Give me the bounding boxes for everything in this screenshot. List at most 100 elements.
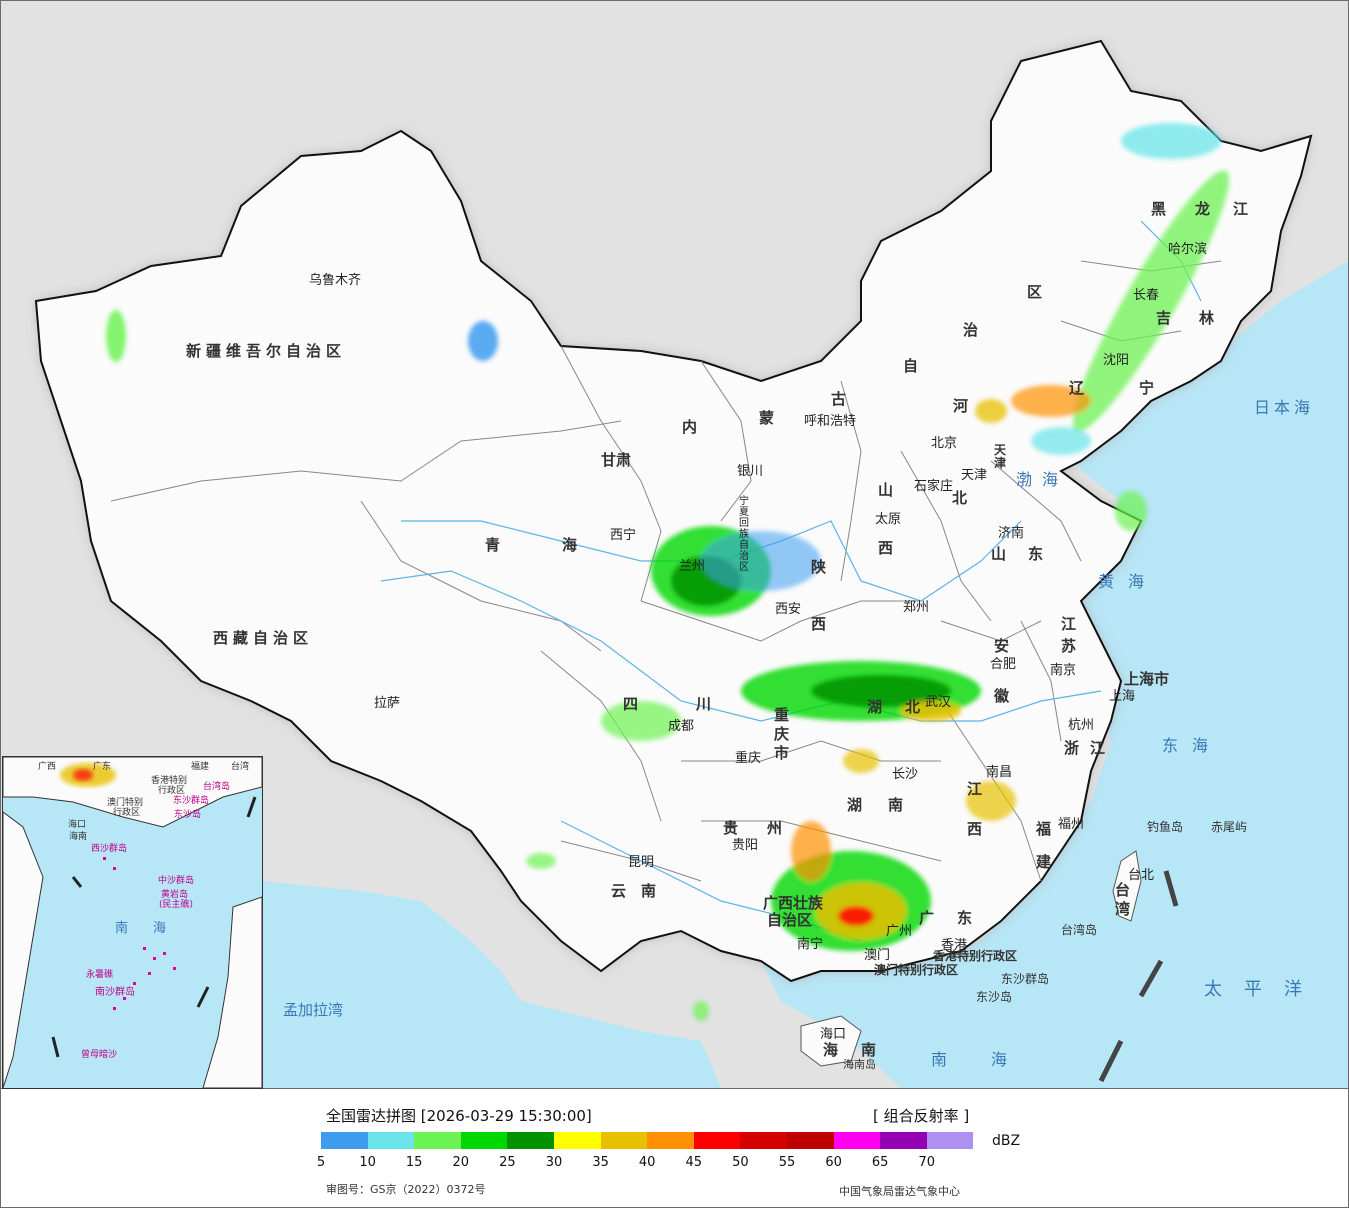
inset-label-hk1: 香港特别 (151, 776, 188, 786)
label-su: 苏 (1061, 637, 1077, 655)
echo-xinjiang-east (468, 321, 498, 361)
city-shijiazhuang: 石家庄 (914, 479, 954, 494)
island-chiwei: 赤尾屿 (1211, 820, 1248, 834)
sea-bay-of-bengal (261, 881, 721, 1088)
city-lhasa: 拉萨 (374, 696, 401, 711)
label-jiang-js: 江 (1061, 615, 1077, 633)
city-zhengzhou: 郑州 (903, 600, 930, 615)
city-taiyuan: 太原 (875, 512, 902, 527)
city-taipei: 台北 (1128, 868, 1155, 883)
inset-label-mo1: 澳门特别 (107, 798, 144, 808)
color-scale-tick: 20 (452, 1155, 470, 1170)
echo-sichuan (601, 701, 681, 741)
nine-dash-segment (1163, 870, 1179, 907)
island-taiwan: 台湾岛 (1061, 923, 1098, 937)
legend-title: 全国雷达拼图 [2026-03-29 15:30:00] (326, 1107, 592, 1125)
city-changsha: 长沙 (892, 767, 919, 782)
label-xi-sx: 西 (878, 539, 894, 557)
color-swatch (786, 1132, 834, 1149)
city-hangzhou: 杭州 (1068, 718, 1095, 733)
label-lin: 林 (1199, 309, 1215, 327)
inset-label-huangyan: 黄岩岛 (161, 890, 189, 900)
inset-label-fujian: 福建 (191, 762, 210, 772)
label-nei: 内 (682, 418, 698, 436)
island-dongsha-group: 东沙群岛 (1001, 972, 1050, 986)
color-swatch (460, 1132, 508, 1149)
echo-yunnan (526, 853, 556, 869)
label-zhi: 治 (963, 321, 979, 339)
city-guiyang: 贵阳 (732, 838, 759, 853)
label-tianjin-prov: 天津 (994, 443, 1007, 470)
color-swatch (600, 1132, 648, 1149)
city-kunming: 昆明 (628, 855, 655, 870)
city-changchun: 长春 (1133, 288, 1160, 303)
color-scale-tick: 55 (778, 1155, 796, 1170)
taiwan-island (1112, 850, 1142, 922)
inset-label-dongsha: 东沙群岛 (173, 796, 210, 806)
label-bei-hb: 北 (952, 489, 968, 507)
color-swatch (880, 1132, 927, 1149)
label-hai-hainan: 海 (823, 1041, 839, 1059)
label-xi-jx: 西 (967, 820, 983, 838)
inset-label-guangdong: 广东 (93, 762, 112, 772)
echo-shaanxi-blue (701, 531, 821, 591)
label-xizang: 西藏自治区 (213, 629, 314, 647)
color-swatch (647, 1132, 694, 1149)
label-guangxi: 广西壮族 (763, 894, 824, 912)
color-scale-ticks: 5 10 15 20 25 30 35 40 45 50 55 60 65 70 (317, 1155, 981, 1173)
unit-label: dBZ (992, 1133, 1021, 1149)
color-scale-tick: 70 (918, 1155, 936, 1170)
echo-hubei-core (811, 675, 951, 707)
city-chongqing: 重庆 (735, 751, 762, 766)
sea-bohai: 渤海 (1016, 470, 1069, 489)
nine-dash-segment (1138, 959, 1164, 998)
label-hu-hb: 湖 (867, 698, 883, 716)
city-guangzhou: 广州 (886, 924, 913, 939)
city-tianjin: 天津 (961, 468, 988, 483)
color-scale-tick: 45 (685, 1155, 703, 1170)
echo-korea (1115, 491, 1147, 531)
color-swatch (507, 1132, 554, 1149)
map-approval-number: 审图号：GS京（2022）0372号 (326, 1183, 486, 1196)
label-gu: 古 (831, 390, 847, 408)
inset-label-zengmu: 曾母暗沙 (81, 1050, 118, 1060)
radar-map[interactable]: 新疆维吾尔自治区 西藏自治区 青海 甘肃 内 蒙 古 自 治 区 黑 龙 江 吉… (1, 1, 1348, 1089)
label-nan-hn: 南 (888, 796, 904, 814)
label-zhe: 浙 (1064, 739, 1080, 757)
inset-label-dongsha-island: 东沙岛 (174, 810, 202, 820)
label-bei-hubei: 北 (905, 698, 921, 716)
color-swatch (926, 1132, 974, 1149)
label-liao: 辽 (1069, 379, 1085, 397)
city-hongkong: 香港 (941, 938, 968, 953)
color-scale-tick: 60 (825, 1155, 842, 1170)
credit-label: 中国气象局雷达气象中心 (839, 1185, 960, 1198)
sea-east (761, 261, 1348, 1088)
label-gansu: 甘肃 (601, 451, 632, 469)
color-scale-tick: 65 (871, 1155, 889, 1170)
label-jiang-zj: 江 (1090, 739, 1106, 757)
inset-label-zhongsha: 中沙群岛 (158, 876, 195, 886)
label-yun: 云 (611, 882, 627, 900)
echo-vietnam (693, 1001, 709, 1021)
echo-beijing (975, 399, 1007, 423)
echo-northeast-band (1072, 170, 1230, 432)
city-nanjing: 南京 (1050, 663, 1077, 678)
city-haikou: 海口 (820, 1027, 847, 1042)
color-swatch (367, 1132, 415, 1149)
label-jian: 建 (1036, 853, 1052, 871)
echo-guizhou (791, 821, 831, 881)
label-shan-sx: 山 (878, 481, 894, 499)
city-wuhan: 武汉 (925, 695, 952, 710)
inset-label-guangxi: 广西 (38, 762, 57, 772)
color-scale-tick: 5 (316, 1155, 326, 1170)
label-hu-hn: 湖 (847, 796, 863, 814)
inset-label-taiwan: 台湾 (231, 762, 250, 772)
echo-guangdong-red (838, 906, 874, 926)
product-label: [ 组合反射率 ] (873, 1107, 970, 1125)
label-gui: 贵 (723, 819, 739, 837)
city-beijing: 北京 (931, 436, 958, 451)
label-xi-shaanxi: 西 (811, 615, 827, 633)
label-fu: 福 (1036, 820, 1052, 838)
label-shan-sd: 山 (991, 545, 1007, 563)
city-xining: 西宁 (610, 528, 637, 543)
